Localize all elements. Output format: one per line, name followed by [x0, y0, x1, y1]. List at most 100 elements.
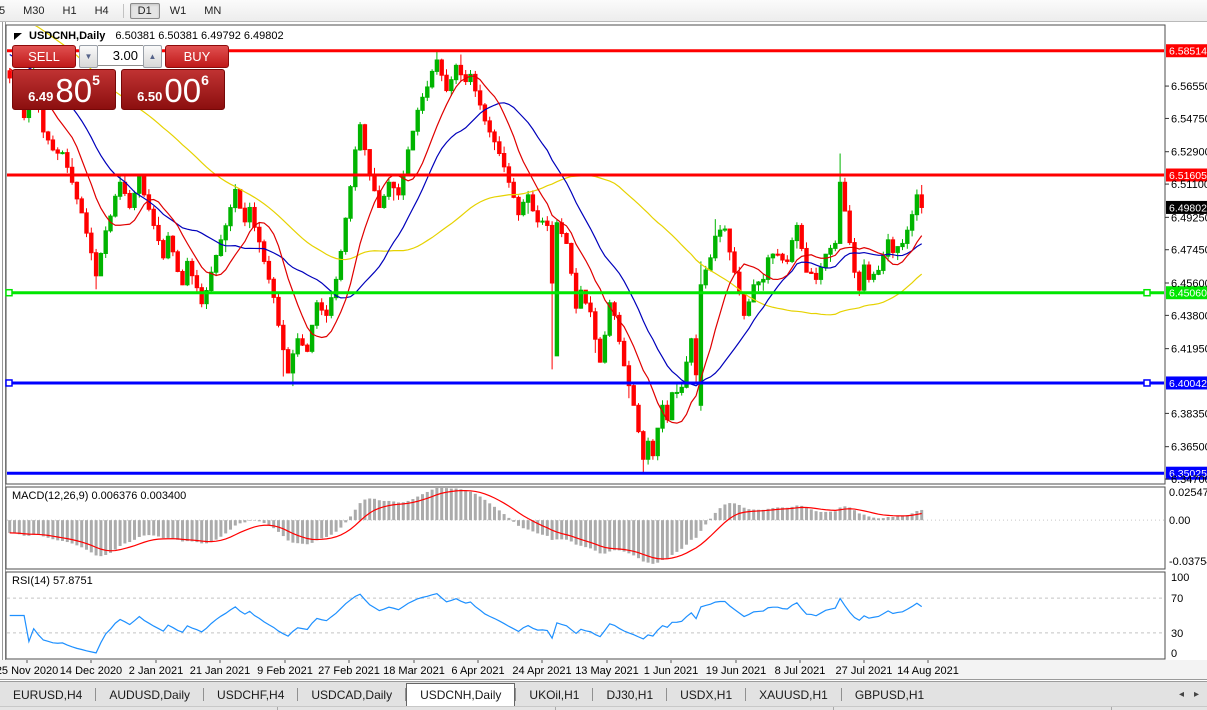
macd-axis-label: 0.00	[1169, 515, 1190, 527]
price-tick-label: 6.54750	[1171, 113, 1207, 125]
tab-scroll-left-icon[interactable]: ◂	[1178, 689, 1184, 700]
status-strip	[0, 706, 1207, 710]
current-price-label: 6.49802	[1169, 202, 1207, 214]
date-label: 14 Dec 2020	[60, 665, 122, 677]
price-tick-label: 6.51100	[1171, 179, 1207, 191]
date-label: 8 Jul 2021	[775, 665, 826, 677]
date-label: 27 Jul 2021	[836, 665, 893, 677]
tab-separator	[840, 688, 842, 701]
macd-label: MACD(12,26,9) 0.006376 0.003400	[12, 490, 186, 502]
tab-eurusd-h4[interactable]: EURUSD,H4	[13, 687, 83, 702]
tab-audusd-daily[interactable]: AUDUSD,Daily	[109, 687, 191, 702]
rsi-axis-label: 100	[1171, 572, 1189, 584]
chart-window-frame	[0, 22, 1207, 680]
timeframe-button-d1[interactable]: D1	[129, 2, 160, 19]
tab-separator	[203, 688, 205, 701]
macd-axis-label: -0.03754	[1169, 556, 1207, 568]
timeframe-toolbar: 5 M30 H1 H4 D1 W1 MN	[0, 0, 1207, 22]
buy-price-pip: 6	[201, 72, 209, 88]
ma-fast-line	[9, 68, 923, 424]
one-click-trading-panel: SELL ▼ 3.00 ▲ BUY 6.49 80 5 6.50 00 6	[12, 45, 229, 110]
collapse-panel-icon[interactable]	[14, 33, 22, 40]
symbol-tab-bar: EURUSD,H4 AUDUSD,Daily USDCHF,H4 USDCAD,Dai…	[0, 681, 1207, 707]
price-tick-label: 6.49250	[1171, 212, 1207, 224]
date-label: 25 Nov 2020	[0, 665, 58, 677]
date-label: 27 Feb 2021	[318, 665, 380, 677]
tab-xauusd-h1[interactable]: XAUUSD,H1	[759, 687, 828, 702]
hline-handle[interactable]	[5, 379, 13, 387]
price-tick-label: 6.56550	[1171, 81, 1207, 93]
timeframe-button-h1[interactable]: H1	[62, 4, 77, 17]
tab-usdcad-daily[interactable]: USDCAD,Daily	[311, 687, 393, 702]
candles-layer	[7, 50, 924, 474]
tab-gbpusd-h1[interactable]: GBPUSD,H1	[854, 687, 925, 702]
hline-price-label: 6.58514	[1169, 46, 1207, 58]
date-label: 9 Feb 2021	[257, 665, 313, 677]
buy-button[interactable]: BUY	[165, 45, 229, 68]
price-tick-label: 6.45600	[1171, 278, 1207, 290]
tab-usdchf-h4[interactable]: USDCHF,H4	[217, 687, 285, 702]
date-label: 21 Jan 2021	[190, 665, 251, 677]
tab-separator	[297, 688, 299, 701]
tab-scroll-arrows: ◂ ▸	[1179, 682, 1199, 707]
timeframe-button-5[interactable]: 5	[0, 4, 6, 17]
tab-dj30-h1[interactable]: DJ30,H1	[606, 687, 654, 702]
toolbar-separator	[122, 3, 124, 18]
timeframe-button-h4[interactable]: H4	[94, 4, 109, 17]
ma-slow-line	[34, 26, 923, 316]
sell-button[interactable]: SELL	[12, 45, 76, 68]
timeframe-button-w1[interactable]: W1	[169, 4, 187, 17]
status-separator	[1111, 707, 1112, 710]
date-label: 18 Mar 2021	[383, 665, 445, 677]
timeframe-button-mn[interactable]: MN	[204, 4, 222, 17]
tab-separator	[95, 688, 97, 701]
chart-title: USDCNH,Daily 6.50381 6.50381 6.49792 6.49…	[14, 30, 284, 42]
ohlc-readout: 6.50381 6.50381 6.49792 6.49802	[115, 30, 284, 42]
timeframe-button-m30[interactable]: M30	[23, 4, 45, 17]
rsi-axis-label: 30	[1171, 628, 1183, 640]
hline-price-label: 6.51605	[1169, 170, 1207, 182]
tab-separator	[666, 688, 668, 701]
tab-scroll-right-icon[interactable]: ▸	[1193, 689, 1199, 700]
hline-price-label: 6.35025	[1169, 468, 1207, 480]
price-tick-label: 6.41950	[1171, 344, 1207, 356]
sell-quote[interactable]: 6.49 80 5	[12, 69, 116, 110]
hline-handle[interactable]	[5, 288, 13, 297]
status-separator	[555, 707, 556, 710]
tab-separator	[405, 688, 407, 701]
price-tick-label: 6.47450	[1171, 245, 1207, 257]
rsi-label: RSI(14) 57.8751	[12, 575, 93, 587]
status-separator	[277, 707, 278, 710]
tab-usdx-h1[interactable]: USDX,H1	[680, 687, 733, 702]
date-label: 14 Aug 2021	[897, 665, 959, 677]
price-axis: 6.56550 6.54750 6.52900 6.51100 6.49250 6.474…	[1165, 81, 1207, 486]
date-label: 1 Jun 2021	[644, 665, 698, 677]
price-tick-label: 6.38350	[1171, 408, 1207, 420]
date-label: 13 May 2021	[575, 665, 639, 677]
rsi-line	[9, 593, 923, 654]
buy-price-big: 00	[164, 72, 202, 109]
volume-input[interactable]: 3.00	[98, 45, 143, 66]
hline-handle[interactable]	[1143, 379, 1151, 387]
rsi-layer	[7, 593, 1164, 654]
ma-medium-line	[9, 54, 923, 387]
sell-price-pip: 5	[92, 72, 100, 88]
symbol-name: USDCNH,Daily	[29, 30, 106, 42]
sell-price-base: 6.49	[28, 89, 54, 104]
tab-ukoil-h1[interactable]: UKOil,H1	[529, 687, 580, 702]
tab-separator	[592, 688, 594, 701]
volume-increase-icon[interactable]: ▲	[143, 45, 162, 68]
tab-usdcnh-daily[interactable]: USDCNH,Daily	[406, 683, 516, 707]
date-label: 24 Apr 2021	[512, 665, 571, 677]
buy-price-base: 6.50	[137, 89, 163, 104]
volume-decrease-icon[interactable]: ▼	[79, 45, 98, 68]
buy-quote[interactable]: 6.50 00 6	[121, 69, 225, 110]
horizontal-lines-layer[interactable]: 6.58514 6.51605 6.45060 6.40042 6.35025	[5, 44, 1207, 480]
macd-layer	[7, 488, 1164, 564]
macd-signal-line	[9, 489, 922, 560]
hline-handle[interactable]	[1143, 288, 1151, 297]
time-axis: 25 Nov 2020 14 Dec 2020 2 Jan 2021 21 Jan 2…	[0, 660, 959, 677]
moving-averages-layer	[9, 26, 923, 424]
rsi-axis-label: 0	[1171, 648, 1177, 660]
